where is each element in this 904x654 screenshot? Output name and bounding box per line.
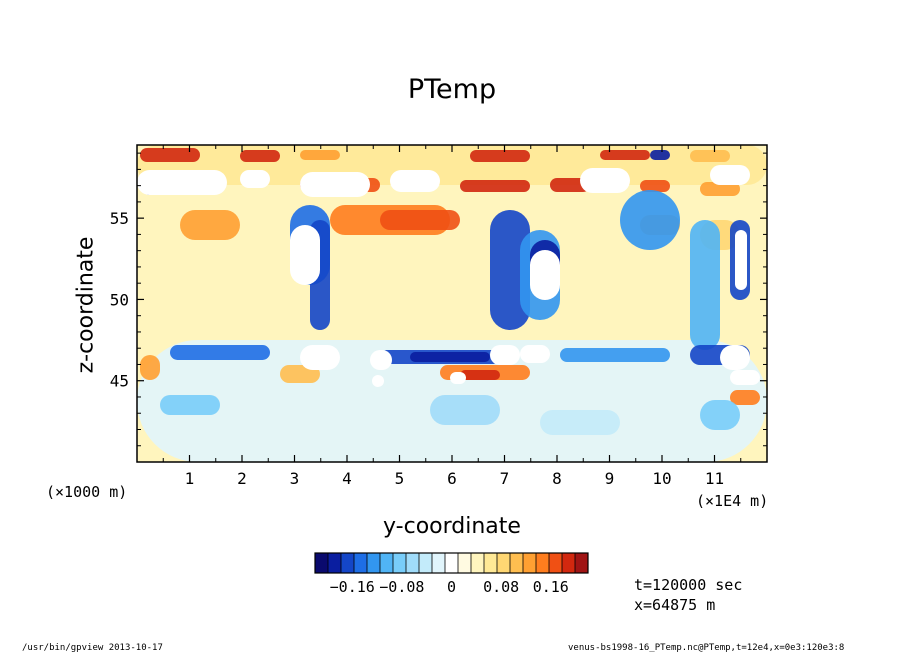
colorbar-tick-label: 0.08 <box>483 578 520 596</box>
field-saturated-region <box>730 370 760 385</box>
colorbar-swatch <box>328 553 342 573</box>
field-saturated-region <box>720 345 750 370</box>
field-blob <box>700 400 740 430</box>
field-blob <box>600 150 650 160</box>
field-saturated-region <box>580 168 630 193</box>
time-annotation: t=120000 sec <box>634 576 743 594</box>
x-axis-label: y-coordinate <box>383 514 521 539</box>
field-saturated-region <box>300 172 370 197</box>
x-tick-label: 6 <box>447 469 457 488</box>
field-saturated-region <box>450 372 466 384</box>
colorbar-swatch <box>497 553 511 573</box>
field-blob <box>460 180 530 192</box>
field-blob <box>540 410 620 435</box>
field-blob <box>550 178 590 192</box>
field-blob <box>470 150 530 162</box>
colorbar-swatch <box>315 553 329 573</box>
x-tick-label: 7 <box>500 469 510 488</box>
colorbar-swatch <box>484 553 498 573</box>
field-blob <box>170 345 270 360</box>
field-blob <box>240 150 280 162</box>
field-blob <box>180 210 240 240</box>
footer-source: venus-bs1998-16_PTemp.nc@PTemp,t=12e4,x=… <box>568 643 845 653</box>
colorbar-tick-label: 0.16 <box>532 578 569 596</box>
field-saturated-region <box>710 165 750 185</box>
x-tick-label: 1 <box>185 469 195 488</box>
colorbar-tick-label: 0 <box>446 578 457 596</box>
colorbar-swatch <box>445 553 459 573</box>
colorbar-swatch <box>380 553 394 573</box>
field-saturated-region <box>735 230 747 290</box>
x-tick-label: 9 <box>605 469 615 488</box>
y-tick-label: 55 <box>110 209 129 228</box>
field-saturated-region <box>137 170 227 195</box>
colorbar-swatch <box>406 553 420 573</box>
x-tick-label: 5 <box>395 469 405 488</box>
field-saturated-region <box>300 345 340 370</box>
colorbar-swatch <box>549 553 563 573</box>
footer-command: /usr/bin/gpview 2013-10-17 <box>22 643 163 653</box>
field-blob <box>410 352 490 362</box>
x-axis-unit: (×1E4 m) <box>696 492 769 510</box>
field-saturated-region <box>520 345 550 363</box>
field-blob <box>690 220 720 350</box>
field-saturated-region <box>372 375 384 387</box>
field-blob <box>430 395 500 425</box>
x-tick-label: 3 <box>290 469 300 488</box>
colorbar-swatch <box>471 553 485 573</box>
field-saturated-region <box>240 170 270 188</box>
chart-title: PTemp <box>407 74 497 105</box>
colorbar-swatch <box>562 553 576 573</box>
colorbar-tick-label: −0.08 <box>379 578 425 596</box>
colorbar-swatch <box>367 553 381 573</box>
colorbar-swatch <box>575 553 589 573</box>
field-blob <box>380 210 460 230</box>
field-saturated-region <box>290 225 320 285</box>
field-saturated-region <box>490 345 520 365</box>
y-axis-label: z-coordinate <box>73 236 99 374</box>
field-blob <box>560 348 670 362</box>
colorbar-swatch <box>510 553 524 573</box>
field-blob <box>650 150 670 160</box>
field-blob <box>730 390 760 405</box>
x-tick-label: 4 <box>342 469 352 488</box>
colorbar-tick-label: −0.16 <box>329 578 375 596</box>
colorbar-frame <box>314 552 589 574</box>
y-tick-label: 45 <box>110 372 129 391</box>
field-blobs <box>137 145 767 462</box>
colorbar-swatch <box>419 553 433 573</box>
y-tick-label: 50 <box>110 290 129 309</box>
field-blob <box>140 148 200 162</box>
field-blob <box>160 395 220 415</box>
heatmap-field <box>137 145 767 462</box>
colorbar-swatch <box>354 553 368 573</box>
colorbar-swatch <box>523 553 537 573</box>
field-blob <box>640 180 670 192</box>
colorbar-swatch <box>432 553 446 573</box>
x-tick-label: 10 <box>652 469 671 488</box>
field-blob <box>140 355 160 380</box>
field-blob <box>460 370 500 380</box>
field-blob <box>700 182 740 196</box>
colorbar-swatch <box>536 553 550 573</box>
x-position-annotation: x=64875 m <box>634 596 716 614</box>
colorbar-swatch <box>458 553 472 573</box>
colorbar-swatch <box>393 553 407 573</box>
y-axis-unit: (×1000 m) <box>46 483 128 501</box>
field-blob <box>300 150 340 160</box>
field-saturated-region <box>390 170 440 192</box>
x-tick-label: 11 <box>705 469 724 488</box>
colorbar <box>314 552 589 574</box>
colorbar-swatch <box>341 553 355 573</box>
field-saturated-region <box>530 250 560 300</box>
x-tick-label: 2 <box>237 469 247 488</box>
field-blob <box>690 150 730 162</box>
x-tick-label: 8 <box>552 469 562 488</box>
field-blob <box>620 190 680 250</box>
field-saturated-region <box>370 350 392 370</box>
